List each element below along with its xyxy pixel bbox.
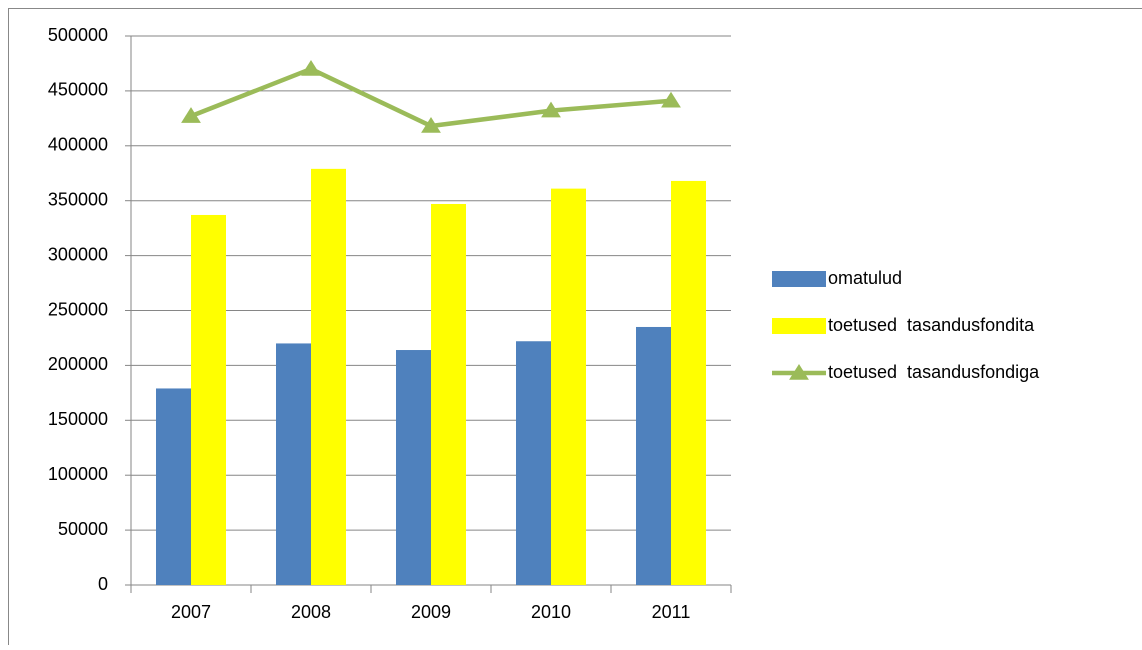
bar — [431, 204, 466, 585]
bar — [551, 189, 586, 585]
y-tick-label: 300000 — [48, 244, 108, 264]
y-tick-label: 0 — [98, 574, 108, 594]
bar — [276, 343, 311, 585]
y-tick-label: 350000 — [48, 189, 108, 209]
line-marker — [301, 60, 321, 76]
y-tick-label: 150000 — [48, 409, 108, 429]
x-tick-label: 2009 — [411, 602, 451, 622]
y-tick-label: 250000 — [48, 299, 108, 319]
y-tick-label: 500000 — [48, 25, 108, 45]
bar — [396, 350, 431, 585]
bar — [671, 181, 706, 585]
legend-label: omatulud — [828, 268, 902, 288]
y-tick-label: 200000 — [48, 354, 108, 374]
x-tick-label: 2008 — [291, 602, 331, 622]
x-tick-label: 2010 — [531, 602, 571, 622]
y-tick-label: 100000 — [48, 464, 108, 484]
y-tick-label: 400000 — [48, 135, 108, 155]
x-tick-label: 2007 — [171, 602, 211, 622]
bar — [516, 341, 551, 585]
legend-label: toetused tasandusfondita — [828, 315, 1035, 335]
bar — [311, 169, 346, 585]
bar — [156, 388, 191, 585]
legend-swatch — [772, 318, 826, 334]
x-tick-label: 2011 — [652, 602, 691, 622]
bar — [191, 215, 226, 585]
legend-label: toetused tasandusfondiga — [828, 362, 1040, 382]
bar — [636, 327, 671, 585]
y-tick-label: 450000 — [48, 80, 108, 100]
y-tick-label: 50000 — [58, 519, 108, 539]
legend-swatch — [772, 271, 826, 287]
